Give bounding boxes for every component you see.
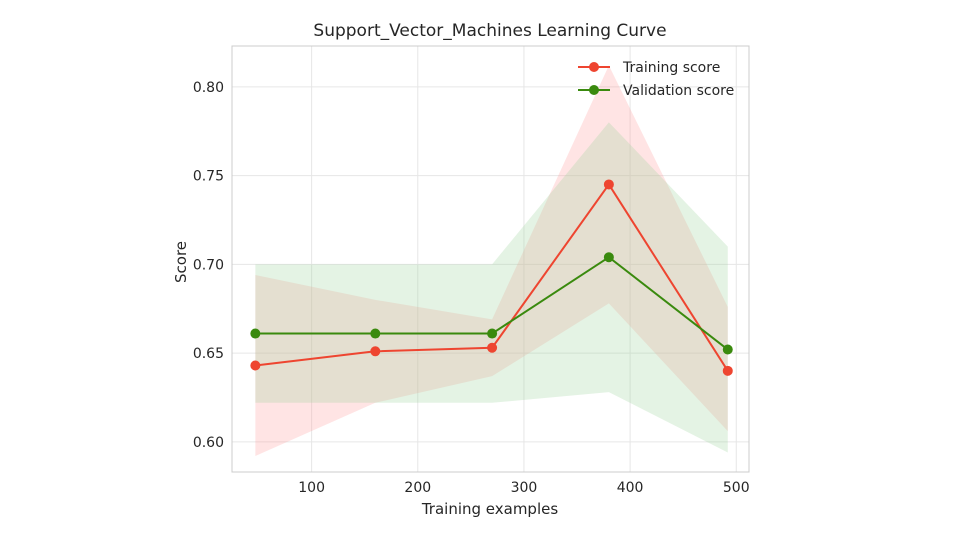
x-tick-label: 100 [298,480,325,496]
x-tick-label: 500 [723,480,750,496]
legend-label-training: Training score [622,60,720,76]
plot-background [232,46,749,472]
data-point-training [250,360,261,371]
confidence-band-training [255,65,728,457]
data-point-training [722,365,733,376]
y-tick-label: 0.65 [193,346,224,362]
legend-marker-validation [589,85,599,95]
x-tick-label: 200 [404,480,431,496]
confidence-band-validation [255,122,728,453]
data-point-training [370,346,381,357]
data-point-validation [722,344,733,355]
y-tick-label: 0.75 [193,169,224,185]
x-tick-label: 300 [511,480,538,496]
plot-area: 100 200 300 400 500 0.60 0.65 0.70 0.75 0.80 Train… [193,45,750,496]
y-tick-label: 0.80 [193,80,224,96]
y-tick-label: 0.60 [193,435,224,451]
data-point-validation [487,328,498,339]
data-point-validation [250,328,261,339]
y-tick-label: 0.70 [193,257,224,273]
x-axis-label: Training examples [421,500,559,518]
data-point-training [487,342,498,353]
legend-label-validation: Validation score [623,83,734,99]
plot-border [231,45,750,473]
y-axis-label: Score [172,241,190,283]
data-point-training [603,179,614,190]
legend-marker-training [589,62,599,72]
data-point-validation [603,252,614,263]
chart-title: Support_Vector_Machines Learning Curve [313,21,666,41]
x-tick-label: 400 [617,480,644,496]
data-point-validation [370,328,381,339]
